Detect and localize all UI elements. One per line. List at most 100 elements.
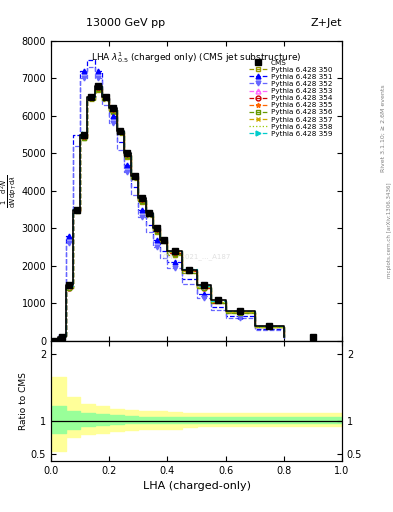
Pythia 6.428 354 — [67, 285, 72, 291]
Pythia 6.428 351 — [202, 291, 206, 297]
Pythia 6.428 355 — [238, 309, 242, 315]
Pythia 6.428 359 — [140, 195, 144, 201]
X-axis label: LHA (charged-only): LHA (charged-only) — [143, 481, 250, 491]
Pythia 6.428 356 — [110, 109, 115, 115]
Text: mcplots.cern.ch [arXiv:1306.3436]: mcplots.cern.ch [arXiv:1306.3436] — [387, 183, 391, 278]
Text: 13000 GeV pp: 13000 GeV pp — [86, 18, 165, 28]
Pythia 6.428 350 — [238, 310, 242, 316]
Pythia 6.428 357 — [110, 106, 115, 113]
Pythia 6.428 350 — [154, 229, 159, 235]
Pythia 6.428 352 — [96, 75, 101, 81]
Pythia 6.428 355 — [81, 132, 86, 138]
Text: Z+Jet: Z+Jet — [310, 18, 342, 28]
Pythia 6.428 356 — [310, 334, 315, 340]
Pythia 6.428 352 — [67, 240, 72, 246]
CMS — [147, 210, 152, 217]
Line: Pythia 6.428 353: Pythia 6.428 353 — [52, 83, 315, 343]
Pythia 6.428 355 — [67, 284, 72, 290]
Pythia 6.428 354 — [96, 85, 101, 91]
Pythia 6.428 356 — [238, 309, 242, 315]
Pythia 6.428 350 — [52, 338, 57, 344]
Pythia 6.428 355 — [310, 334, 315, 340]
Pythia 6.428 351 — [140, 206, 144, 212]
Pythia 6.428 355 — [173, 248, 177, 254]
Pythia 6.428 357 — [310, 334, 315, 340]
Line: Pythia 6.428 355: Pythia 6.428 355 — [52, 83, 315, 343]
Pythia 6.428 357 — [67, 284, 72, 290]
Pythia 6.428 353 — [310, 334, 315, 340]
Pythia 6.428 353 — [238, 309, 242, 315]
Pythia 6.428 359 — [67, 283, 72, 289]
Pythia 6.428 355 — [52, 338, 57, 344]
Pythia 6.428 352 — [110, 120, 115, 126]
Pythia 6.428 359 — [310, 334, 315, 340]
Pythia 6.428 357 — [96, 84, 101, 90]
Pythia 6.428 353 — [125, 151, 130, 157]
Pythia 6.428 350 — [67, 285, 72, 291]
Line: Pythia 6.428 350: Pythia 6.428 350 — [52, 87, 315, 343]
Pythia 6.428 352 — [173, 265, 177, 271]
Pythia 6.428 359 — [173, 247, 177, 253]
Pythia 6.428 353 — [140, 195, 144, 201]
Pythia 6.428 350 — [310, 334, 315, 340]
Pythia 6.428 355 — [125, 151, 130, 157]
Y-axis label: Ratio to CMS: Ratio to CMS — [19, 372, 28, 430]
Pythia 6.428 352 — [154, 244, 159, 250]
Pythia 6.428 350 — [125, 154, 130, 160]
Pythia 6.428 355 — [154, 225, 159, 231]
Pythia 6.428 355 — [202, 284, 206, 290]
Pythia 6.428 356 — [52, 338, 57, 344]
Pythia 6.428 351 — [125, 162, 130, 168]
Text: LHA $\lambda^1_{0.5}$ (charged only) (CMS jet substructure): LHA $\lambda^1_{0.5}$ (charged only) (CM… — [91, 50, 302, 65]
Pythia 6.428 357 — [202, 284, 206, 290]
Pythia 6.428 359 — [125, 150, 130, 156]
Pythia 6.428 354 — [110, 107, 115, 113]
CMS — [118, 128, 123, 134]
Pythia 6.428 352 — [52, 338, 57, 344]
CMS — [173, 248, 177, 254]
Line: Pythia 6.428 359: Pythia 6.428 359 — [52, 83, 315, 343]
Pythia 6.428 354 — [140, 197, 144, 203]
Pythia 6.428 354 — [173, 250, 177, 256]
CMS — [202, 282, 206, 288]
Pythia 6.428 354 — [52, 338, 57, 344]
CMS — [110, 105, 115, 112]
Pythia 6.428 354 — [125, 152, 130, 158]
Pythia 6.428 359 — [96, 82, 101, 89]
Line: Pythia 6.428 354: Pythia 6.428 354 — [52, 86, 315, 343]
Pythia 6.428 350 — [173, 251, 177, 258]
Line: Pythia 6.428 351: Pythia 6.428 351 — [52, 69, 315, 343]
Pythia 6.428 359 — [202, 283, 206, 289]
Pythia 6.428 359 — [238, 308, 242, 314]
Pythia 6.428 351 — [154, 237, 159, 243]
Pythia 6.428 356 — [96, 86, 101, 92]
Pythia 6.428 352 — [310, 335, 315, 341]
Pythia 6.428 357 — [125, 152, 130, 158]
Pythia 6.428 356 — [125, 153, 130, 159]
Pythia 6.428 353 — [52, 338, 57, 344]
Pythia 6.428 351 — [173, 259, 177, 265]
Pythia 6.428 356 — [202, 285, 206, 291]
Pythia 6.428 354 — [154, 227, 159, 233]
Pythia 6.428 359 — [52, 338, 57, 344]
Pythia 6.428 359 — [154, 225, 159, 231]
Pythia 6.428 353 — [154, 225, 159, 231]
Pythia 6.428 351 — [81, 68, 86, 74]
Text: CMS_2021_..._A187: CMS_2021_..._A187 — [162, 253, 231, 260]
CMS — [216, 296, 221, 303]
Pythia 6.428 352 — [238, 315, 242, 322]
Pythia 6.428 353 — [202, 284, 206, 290]
Line: CMS: CMS — [52, 83, 316, 344]
CMS — [187, 267, 192, 273]
Pythia 6.428 353 — [81, 132, 86, 138]
Pythia 6.428 357 — [173, 249, 177, 255]
Pythia 6.428 354 — [310, 334, 315, 340]
CMS — [140, 195, 144, 201]
Pythia 6.428 353 — [96, 83, 101, 89]
CMS — [132, 173, 137, 179]
Pythia 6.428 350 — [110, 109, 115, 115]
CMS — [81, 132, 86, 138]
CMS — [154, 225, 159, 231]
CMS — [96, 83, 101, 89]
Pythia 6.428 357 — [238, 309, 242, 315]
